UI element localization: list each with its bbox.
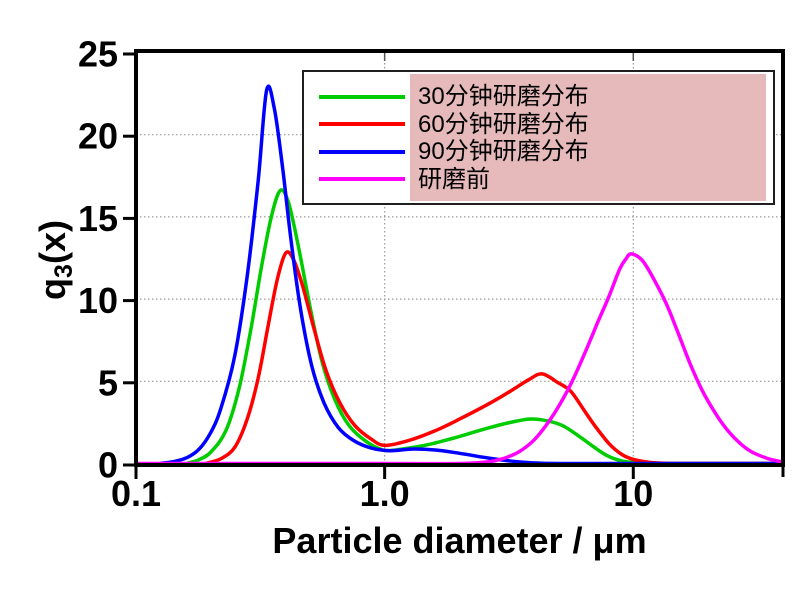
x-tick-label-0.1: 0.1 [111,473,161,514]
legend-item-30min: 30分钟研磨分布 [304,83,773,111]
y-axis-title-rest: (x) [32,220,73,265]
legend-line-sample-before [319,177,405,182]
legend-item-60min: 60分钟研磨分布 [304,111,773,139]
legend-highlight-panel [410,74,766,201]
y-axis-title: q3(x) [32,160,78,360]
legend-label-30min: 30分钟研磨分布 [418,83,589,111]
legend-label-before: 研磨前 [418,165,490,193]
y-tick-label-5: 5 [98,362,118,403]
curves-group [137,84,782,466]
legend: 30分钟研磨分布 60分钟研磨分布 90分钟研磨分布 研磨前 [302,70,775,205]
plot-border [134,49,785,467]
y-tick-label-15: 15 [78,198,118,239]
curve-2 [158,84,782,466]
legend-item-90min: 90分钟研磨分布 [304,138,773,166]
legend-label-60min: 60分钟研磨分布 [418,110,589,138]
x-tick-label-1.0: 1.0 [360,473,410,514]
x-tick-label-10: 10 [613,473,653,514]
legend-line-sample-60min [319,122,405,127]
y-tick-label-0: 0 [98,445,118,486]
y-tick-label-20: 20 [78,116,118,157]
y-tick-label-25: 25 [78,34,118,75]
y-tick-label-10: 10 [78,280,118,321]
curve-3 [137,252,782,466]
legend-line-sample-30min [319,94,405,99]
legend-line-sample-90min [319,149,405,154]
legend-label-90min: 90分钟研磨分布 [418,138,589,166]
curve-0 [185,188,782,466]
curve-1 [203,250,782,466]
x-axis-title: Particle diameter / μm [272,520,647,561]
legend-item-before: 研磨前 [304,166,773,194]
y-axis-title-base: q [32,277,73,300]
y-axis-title-subscript: 3 [50,264,78,278]
legend-rows: 30分钟研磨分布 60分钟研磨分布 90分钟研磨分布 研磨前 [304,72,773,193]
